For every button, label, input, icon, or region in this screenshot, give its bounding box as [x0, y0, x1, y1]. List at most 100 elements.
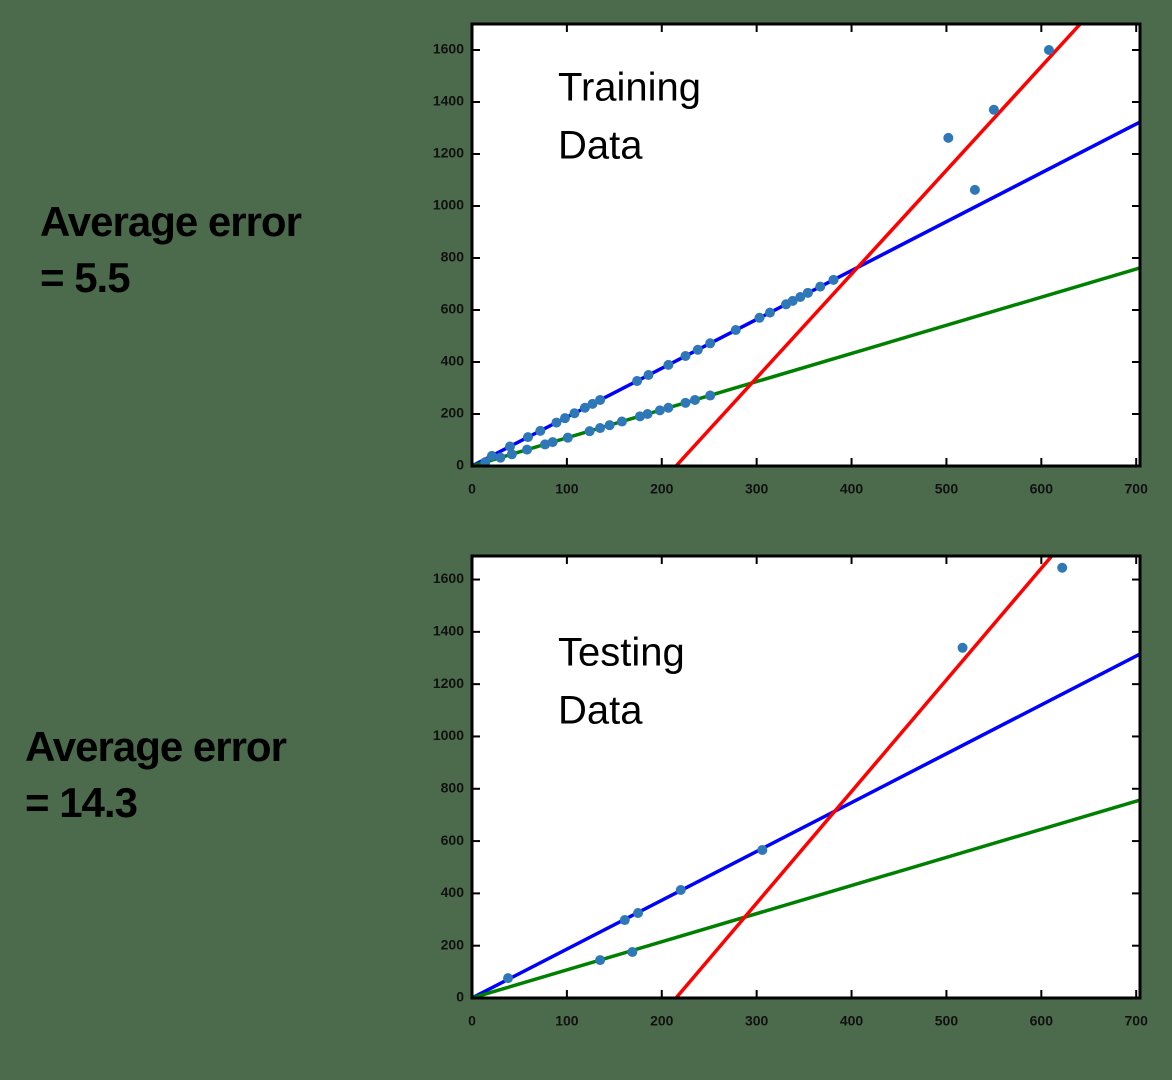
- data-point: [642, 409, 653, 419]
- side-note: Average error: [25, 723, 287, 770]
- fit-line: [674, 24, 1082, 466]
- plot-title: Training: [558, 66, 701, 110]
- y-tick-label: 1000: [433, 197, 464, 213]
- data-point: [569, 408, 580, 419]
- x-tick-label: 0: [468, 1013, 476, 1029]
- y-tick-label: 800: [441, 249, 465, 265]
- data-point: [654, 405, 665, 416]
- fit-line: [674, 556, 1054, 998]
- y-tick-label: 800: [441, 779, 465, 795]
- data-point: [1043, 45, 1054, 55]
- data-point: [486, 450, 497, 461]
- side-note: = 5.5: [40, 254, 130, 301]
- y-tick-label: 1200: [433, 675, 464, 691]
- x-tick-label: 500: [935, 481, 959, 497]
- plot-frame: [470, 22, 1142, 468]
- x-tick-label: 400: [840, 481, 864, 497]
- plot-title: Data: [558, 124, 643, 168]
- data-point: [787, 295, 798, 306]
- y-tick-label: 0: [456, 989, 464, 1005]
- data-point: [522, 432, 533, 443]
- data-point: [828, 274, 839, 285]
- data-point: [540, 439, 551, 450]
- x-tick-label: 100: [555, 1013, 579, 1029]
- data-point: [506, 449, 517, 460]
- data-point: [663, 359, 674, 370]
- data-point: [802, 287, 813, 298]
- data-point: [943, 132, 954, 143]
- data-point: [604, 420, 615, 431]
- y-tick-label: 600: [441, 301, 465, 317]
- side-note: = 14.3: [25, 779, 137, 826]
- x-tick-label: 200: [650, 481, 674, 497]
- data-point: [547, 437, 558, 448]
- plot-area: [472, 24, 1140, 466]
- data-point: [988, 104, 999, 115]
- plot-title: Testing: [558, 631, 685, 675]
- x-tick-label: 500: [935, 1013, 959, 1029]
- data-point: [535, 425, 546, 436]
- data-point: [595, 423, 606, 434]
- data-point: [632, 375, 643, 386]
- data-point: [757, 844, 768, 855]
- data-point: [692, 344, 703, 355]
- data-point: [663, 402, 674, 413]
- data-point: [595, 955, 606, 966]
- fit-line: [472, 798, 1140, 998]
- x-tick-label: 600: [1030, 1013, 1054, 1029]
- x-tick-label: 700: [1125, 481, 1149, 497]
- plot-area: [472, 556, 1140, 998]
- data-point: [764, 307, 775, 318]
- x-tick-label: 300: [745, 481, 769, 497]
- x-tick-label: 100: [555, 481, 579, 497]
- data-point: [705, 338, 716, 349]
- data-point: [969, 184, 980, 195]
- data-point: [957, 642, 968, 653]
- data-point: [680, 351, 691, 362]
- y-tick-label: 1000: [433, 727, 464, 743]
- x-tick-label: 0: [468, 481, 476, 497]
- data-point: [795, 292, 806, 302]
- plot-title: Data: [558, 689, 643, 733]
- data-point: [562, 432, 573, 443]
- x-tick-label: 400: [840, 1013, 864, 1029]
- x-tick-label: 300: [745, 1013, 769, 1029]
- data-point: [627, 946, 638, 957]
- y-tick-label: 1600: [433, 41, 464, 57]
- data-point: [754, 312, 765, 323]
- fit-line: [472, 266, 1140, 466]
- data-point: [619, 915, 630, 926]
- data-point: [551, 417, 562, 428]
- y-tick-label: 1400: [433, 623, 464, 639]
- x-tick-label: 700: [1125, 1013, 1149, 1029]
- data-point: [503, 973, 514, 984]
- plot-content: [472, 24, 1140, 466]
- y-tick-label: 1600: [433, 570, 464, 586]
- data-point: [579, 402, 590, 413]
- data-point: [705, 390, 716, 401]
- data-point: [480, 457, 491, 466]
- y-tick-label: 1400: [433, 93, 464, 109]
- y-tick-label: 200: [441, 405, 465, 421]
- plot-content: [472, 556, 1140, 998]
- y-tick-label: 600: [441, 832, 465, 848]
- data-point: [643, 370, 654, 380]
- data-point: [616, 416, 627, 427]
- side-note: Average error: [40, 198, 302, 245]
- data-point: [680, 397, 691, 408]
- plot-frame: [470, 554, 1142, 1000]
- data-point: [730, 325, 741, 336]
- data-point: [504, 441, 515, 452]
- data-point: [634, 411, 645, 422]
- fit-line: [472, 652, 1140, 998]
- data-point: [815, 281, 826, 292]
- data-point: [587, 398, 598, 409]
- y-tick-label: 0: [456, 457, 464, 473]
- x-tick-label: 200: [650, 1013, 674, 1029]
- data-point: [595, 394, 606, 405]
- data-point: [584, 426, 595, 437]
- data-point: [1057, 562, 1068, 573]
- data-point: [495, 452, 506, 463]
